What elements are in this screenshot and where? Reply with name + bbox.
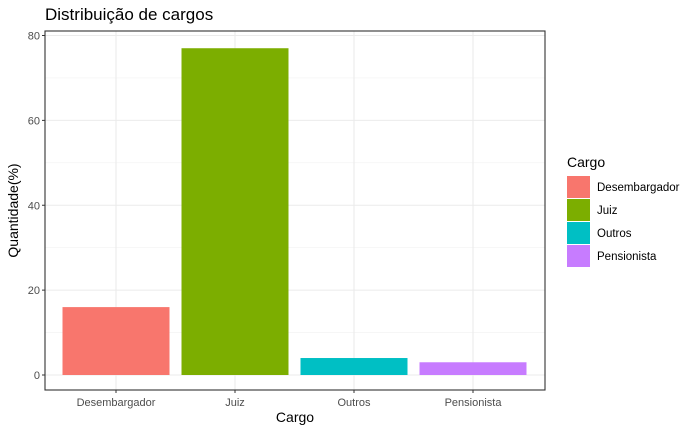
plot-area [44,30,546,391]
y-tick-label: 80 [28,31,40,43]
chart-title: Distribuição de cargos [45,5,213,24]
x-tick-label: Desembargador [77,397,156,409]
x-axis-label: Cargo [276,409,314,425]
legend: Cargo Desembargador Juiz Outros Pensionista [567,154,680,267]
legend-label-juiz: Juiz [597,205,618,217]
x-tick-label: Pensionista [445,397,503,409]
bar-outros [300,358,408,375]
bar-desembargador [62,307,170,375]
y-axis: 0 20 40 60 80 [28,31,45,382]
legend-label-desembargador: Desembargador [597,182,680,194]
legend-label-pensionista: Pensionista [597,251,657,263]
bar-juiz [181,48,289,375]
x-tick-label: Outros [337,397,371,409]
x-tick-label: Juiz [225,397,245,409]
y-tick-label: 40 [28,200,40,212]
y-tick-label: 20 [28,285,40,297]
plot-border [44,30,546,391]
bars [62,48,527,375]
y-axis-label: Quantidade(%) [5,163,21,257]
y-tick-label: 60 [28,115,40,127]
legend-swatch-pensionista [567,245,590,267]
legend-items: Desembargador Juiz Outros Pensionista [567,176,680,267]
legend-swatch-juiz [567,199,590,221]
legend-swatch-desembargador [567,176,590,198]
bar-pensionista [419,362,527,375]
x-axis: Desembargador Juiz Outros Pensionista [77,390,503,409]
legend-title: Cargo [567,154,605,170]
y-tick-label: 0 [34,370,40,382]
legend-swatch-outros [567,222,590,244]
legend-label-outros: Outros [597,228,632,240]
